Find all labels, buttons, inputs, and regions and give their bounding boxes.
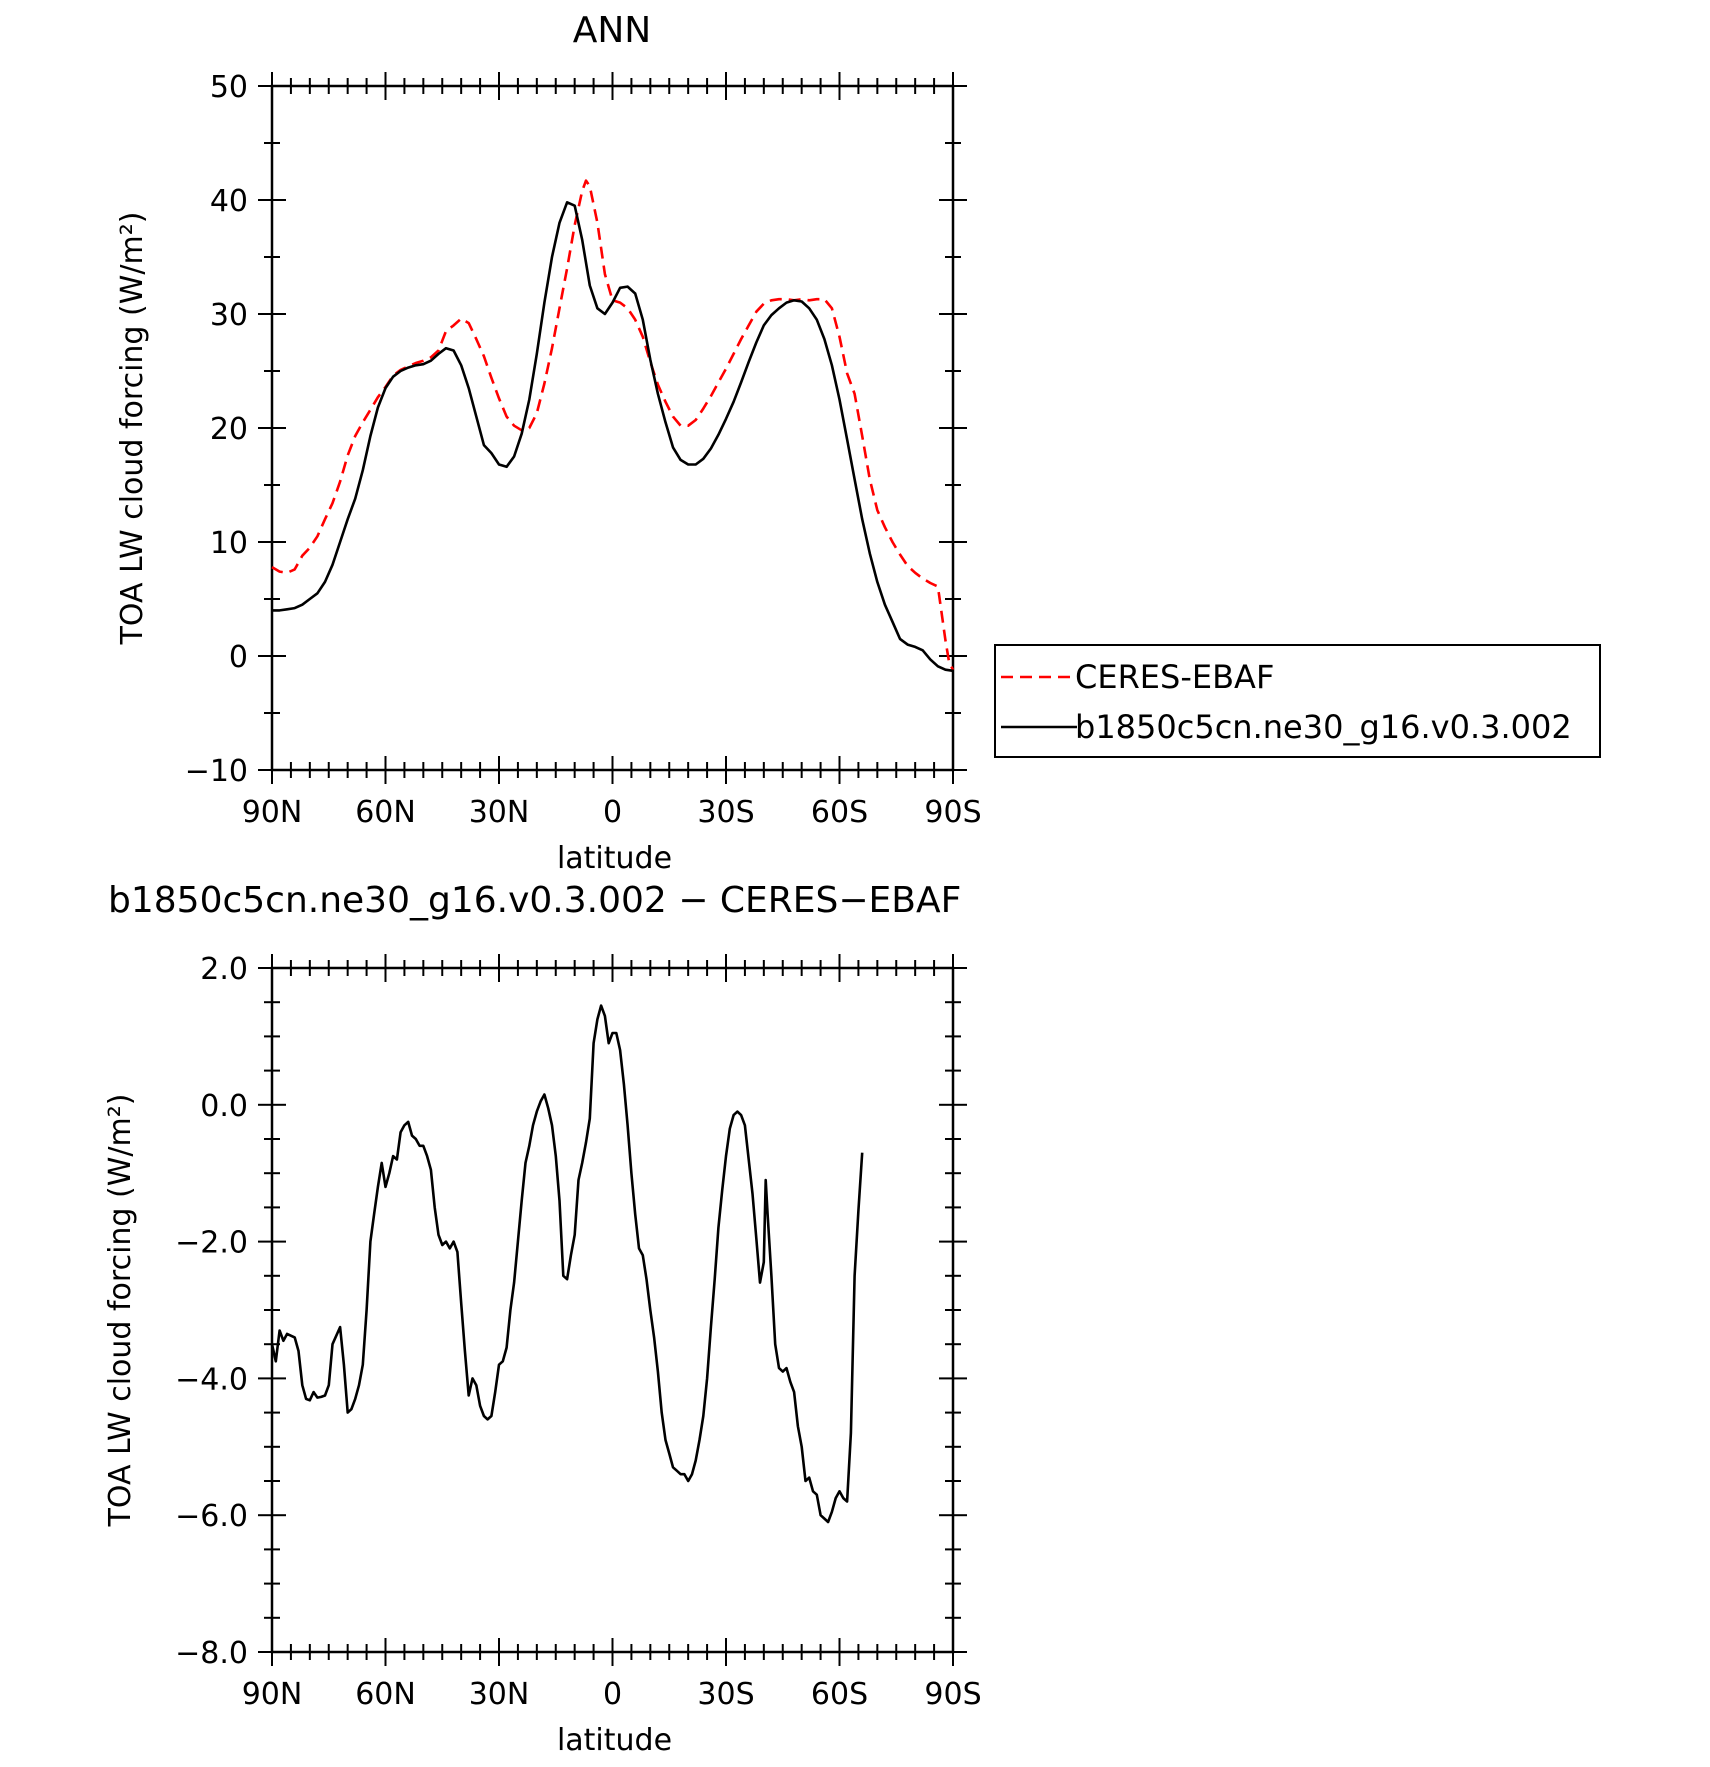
y-tick-label: −4.0 xyxy=(175,1362,248,1397)
x-tick-label: 60N xyxy=(355,1677,416,1712)
x-tick-label: 0 xyxy=(603,795,622,830)
legend-label-1: b1850c5cn.ne30_g16.v0.3.002 xyxy=(1075,708,1572,746)
series-line-0 xyxy=(270,1004,864,1524)
y-tick-label: 40 xyxy=(210,184,248,219)
chart-title: b1850c5cn.ne30_g16.v0.3.002 − CERES−EBAF xyxy=(108,880,961,921)
x-axis-label: latitude xyxy=(557,841,672,876)
y-tick-label: 0 xyxy=(229,640,248,675)
y-tick-label: 2.0 xyxy=(200,952,248,987)
y-tick-label: −8.0 xyxy=(175,1636,248,1671)
x-tick-label: 30S xyxy=(697,795,754,830)
y-tick-label: 10 xyxy=(210,526,248,561)
x-tick-label: 30N xyxy=(469,795,530,830)
x-tick-label: 90N xyxy=(242,795,303,830)
x-axis-label: latitude xyxy=(557,1723,672,1758)
series-line-1 xyxy=(272,201,954,673)
y-tick-label: −6.0 xyxy=(175,1499,248,1534)
x-tick-label: 90N xyxy=(242,1677,303,1712)
chart-title: ANN xyxy=(573,10,652,51)
y-tick-label: 0.0 xyxy=(200,1089,248,1124)
y-tick-label: −10 xyxy=(185,754,248,789)
legend-box xyxy=(994,644,1601,758)
plot-frame xyxy=(270,84,955,772)
legend-label-0: CERES-EBAF xyxy=(1075,658,1274,696)
x-tick-label: 60S xyxy=(811,1677,868,1712)
y-tick-label: 30 xyxy=(210,298,248,333)
x-tick-label: 60N xyxy=(355,795,416,830)
panel-annual-mean: ANN 90N 60N 30N 0 30S 60S 90S latitude 50 40 30 20 10… xyxy=(115,10,1601,876)
y-axis-label: TOA LW cloud forcing (W/m²) xyxy=(103,1094,138,1528)
y-tick-label: 50 xyxy=(210,70,248,105)
panel-difference: b1850c5cn.ne30_g16.v0.3.002 − CERES−EBAF… xyxy=(103,880,982,1758)
y-axis-label: TOA LW cloud forcing (W/m²) xyxy=(115,212,150,646)
x-tick-label: 30N xyxy=(469,1677,530,1712)
plot-frame xyxy=(270,966,955,1654)
x-tick-label: 60S xyxy=(811,795,868,830)
y-tick-label: −2.0 xyxy=(175,1226,248,1261)
y-tick-label: 20 xyxy=(210,412,248,447)
x-tick-label: 0 xyxy=(603,1677,622,1712)
x-tick-label: 90S xyxy=(924,795,981,830)
x-tick-label: 90S xyxy=(924,1677,981,1712)
x-tick-label: 30S xyxy=(697,1677,754,1712)
